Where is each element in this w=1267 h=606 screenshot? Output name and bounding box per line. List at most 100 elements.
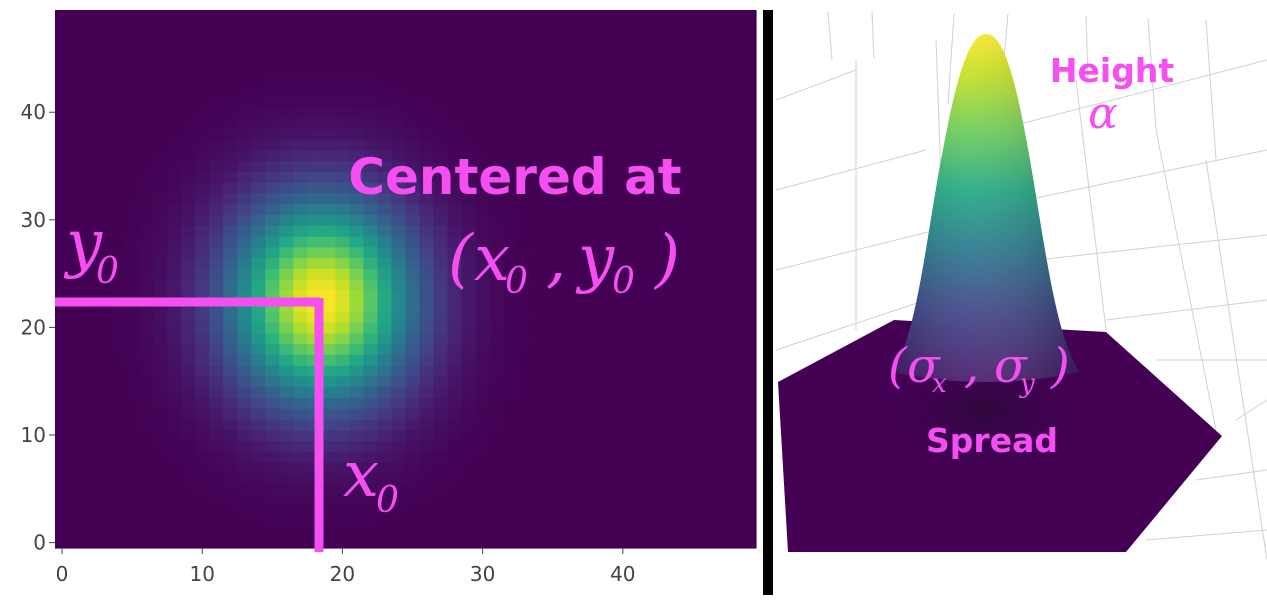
- heatmap-cell: [209, 171, 224, 183]
- heatmap-cell: [713, 128, 729, 140]
- heatmap-cell: [167, 289, 182, 302]
- heatmap-cell: [433, 31, 449, 43]
- heatmap-cell: [167, 246, 182, 259]
- heatmap-cell: [83, 31, 98, 43]
- heatmap-cell: [727, 117, 743, 129]
- heatmap-cell: [69, 160, 84, 172]
- heatmap-cell: [69, 20, 84, 33]
- heatmap-cell: [601, 235, 617, 248]
- heatmap-cell: [699, 74, 715, 86]
- heatmap-cell: [489, 117, 505, 129]
- heatmap-cell: [293, 268, 308, 280]
- heatmap-cell: [741, 63, 757, 76]
- heatmap-cell: [279, 53, 294, 65]
- heatmap-cell: [657, 504, 673, 517]
- heatmap-cell: [475, 203, 491, 216]
- heatmap-cell: [391, 483, 407, 495]
- heatmap-cell: [461, 375, 477, 388]
- heatmap-cell: [643, 235, 659, 248]
- heatmap-cell: [671, 526, 687, 538]
- heatmap-cell: [727, 472, 743, 485]
- heatmap-cell: [223, 343, 238, 355]
- heatmap-cell: [209, 365, 224, 377]
- heatmap-cell: [265, 42, 280, 54]
- heatmap-cell: [293, 246, 308, 259]
- heatmap-cell: [475, 526, 491, 538]
- heatmap-cell: [601, 96, 617, 108]
- heatmap-cell: [615, 483, 631, 495]
- heatmap-cell: [153, 504, 168, 517]
- heatmap-cell: [741, 300, 757, 312]
- heatmap-cell: [573, 354, 589, 366]
- heatmap-cell: [167, 279, 182, 291]
- heatmap-cell: [265, 332, 280, 345]
- heatmap-cell: [335, 53, 351, 65]
- heatmap-cell: [363, 20, 379, 33]
- heatmap-cell: [433, 63, 449, 76]
- heatmap-cell: [741, 504, 757, 517]
- height-label: Height: [1050, 51, 1174, 90]
- heatmap-cell: [111, 171, 126, 183]
- heatmap-cell: [433, 300, 449, 312]
- heatmap-cell: [685, 246, 701, 259]
- heatmap-cell: [419, 408, 435, 420]
- heatmap-cell: [461, 494, 477, 506]
- heatmap-cell: [713, 332, 729, 345]
- heatmap-cell: [615, 139, 631, 151]
- heatmap-cell: [153, 20, 168, 33]
- heatmap-cell: [209, 214, 224, 226]
- heatmap-cell: [573, 537, 589, 549]
- heatmap-cell: [503, 85, 519, 97]
- heatmap-cell: [265, 429, 280, 441]
- heatmap-cell: [265, 117, 280, 129]
- heatmap-cell: [69, 10, 84, 22]
- heatmap-cell: [643, 537, 659, 549]
- heatmap-cell: [475, 96, 491, 108]
- heatmap-cell: [279, 397, 294, 409]
- heatmap-cell: [657, 74, 673, 86]
- heatmap-cell: [713, 74, 729, 86]
- heatmap-cell: [209, 53, 224, 65]
- heatmap-cell: [307, 268, 322, 280]
- heatmap-cell: [265, 128, 280, 140]
- heatmap-cell: [587, 494, 603, 506]
- heatmap-cell: [83, 526, 98, 538]
- heatmap-cell: [643, 386, 659, 398]
- heatmap-cell: [727, 461, 743, 474]
- heatmap-cell: [517, 526, 533, 538]
- heatmap-cell: [293, 53, 308, 65]
- heatmap-cell: [55, 461, 70, 474]
- heatmap-cell: [223, 429, 238, 441]
- heatmap-cell: [601, 53, 617, 65]
- heatmap-cell: [657, 106, 673, 119]
- heatmap-cell: [195, 42, 210, 54]
- heatmap-cell: [713, 268, 729, 280]
- svg-text:y: y: [63, 207, 103, 281]
- heatmap-cell: [181, 225, 196, 237]
- heatmap-cell: [195, 235, 210, 248]
- heatmap-cell: [139, 289, 154, 302]
- heatmap-cell: [587, 139, 603, 151]
- heatmap-cell: [419, 192, 435, 205]
- heatmap-cell: [629, 42, 645, 54]
- heatmap-cell: [643, 160, 659, 172]
- heatmap-cell: [251, 526, 266, 538]
- heatmap-cell: [629, 526, 645, 538]
- heatmap-cell: [167, 526, 182, 538]
- heatmap-cell: [559, 139, 575, 151]
- heatmap-cell: [307, 42, 322, 54]
- heatmap-cell: [643, 203, 659, 216]
- heatmap-cell: [55, 203, 70, 216]
- heatmap-cell: [573, 397, 589, 409]
- x-tick-label: 20: [330, 562, 355, 586]
- heatmap-cell: [433, 96, 449, 108]
- heatmap-cell: [167, 429, 182, 441]
- heatmap-cell: [643, 515, 659, 528]
- heatmap-cell: [643, 418, 659, 431]
- heatmap-cell: [279, 365, 294, 377]
- heatmap-cell: [447, 53, 463, 65]
- heatmap-cell: [713, 354, 729, 366]
- heatmap-cell: [251, 440, 266, 452]
- heatmap-cell: [489, 63, 505, 76]
